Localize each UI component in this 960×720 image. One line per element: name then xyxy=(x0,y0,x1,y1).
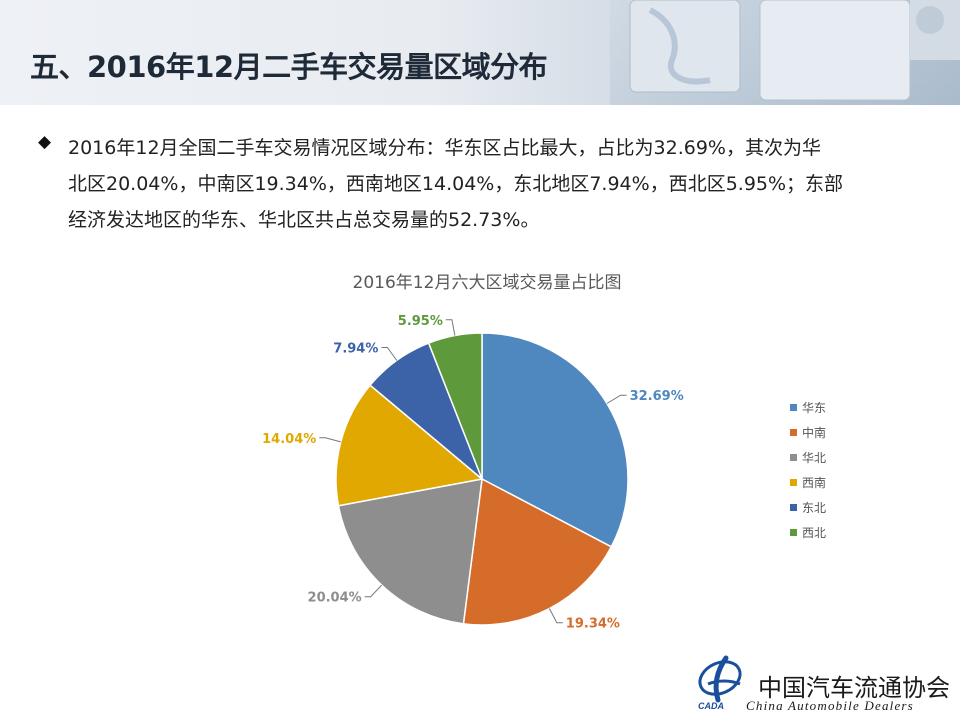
cada-logo-icon xyxy=(698,655,742,703)
org-logo: CADA 中国汽车流通协会 China Automobile Dealers xyxy=(688,652,958,716)
data-label: 7.94% xyxy=(333,342,378,357)
diamond-bullet-icon: ◆ xyxy=(38,132,52,152)
legend-item: 中南 xyxy=(790,420,826,445)
summary-line: 北区20.04%，中南区19.34%，西南地区14.04%，东北地区7.94%，… xyxy=(68,173,844,195)
legend-swatch xyxy=(790,504,797,511)
page-title: 五、2016年12月二手车交易量区域分布 xyxy=(30,50,548,84)
summary-text: 2016年12月全国二手车交易情况区域分布：华东区占比最大，占比为32.69%，… xyxy=(68,130,928,238)
logo-abbr: CADA xyxy=(698,701,724,711)
data-label-leader xyxy=(364,584,383,598)
legend-swatch xyxy=(790,479,797,486)
org-name-en: China Automobile Dealers xyxy=(746,698,914,713)
legend-label: 西北 xyxy=(802,526,827,540)
pie-slice-4 xyxy=(335,384,484,507)
legend-label: 华东 xyxy=(802,401,827,415)
legend-swatch xyxy=(790,429,797,436)
summary-line: 经济发达地区的华东、华北区共占总交易量的52.73%。 xyxy=(68,209,540,231)
data-label: 20.04% xyxy=(308,591,362,606)
pie-slice-6 xyxy=(427,332,483,480)
legend-label: 中南 xyxy=(802,426,827,440)
pie-chart: 2016年12月六大区域交易量占比图 32.69% 19.34% 20.04% 14.… xyxy=(262,273,684,632)
data-label: 19.34% xyxy=(566,617,620,632)
data-label: 32.69% xyxy=(630,389,684,404)
legend-label: 西南 xyxy=(802,476,827,490)
legend-item: 西南 xyxy=(790,470,826,495)
data-label-leader xyxy=(445,319,456,336)
data-label-leader xyxy=(319,437,341,443)
summary-line: 2016年12月全国二手车交易情况区域分布：华东区占比最大，占比为32.69%，… xyxy=(68,137,821,159)
legend-label: 华北 xyxy=(802,451,827,465)
legend-item: 西北 xyxy=(790,520,826,545)
legend-swatch xyxy=(790,529,797,536)
legend-swatch xyxy=(790,404,797,411)
slide-header: 五、2016年12月二手车交易量区域分布 xyxy=(0,0,960,105)
data-label-leader xyxy=(606,394,627,404)
legend-label: 东北 xyxy=(802,501,827,515)
legend-item: 东北 xyxy=(790,495,826,520)
org-name-cn: 中国汽车流通协会 xyxy=(758,674,950,702)
data-label: 5.95% xyxy=(398,314,443,329)
legend-item: 华东 xyxy=(790,395,826,420)
legend-swatch xyxy=(790,454,797,461)
chart-legend: 华东中南华北西南东北西北 xyxy=(790,395,826,545)
legend-item: 华北 xyxy=(790,445,826,470)
data-label: 14.04% xyxy=(262,432,316,447)
header-decoration xyxy=(610,0,960,105)
data-label-leader xyxy=(548,608,563,624)
chart-title: 2016年12月六大区域交易量占比图 xyxy=(353,273,622,293)
data-label-leader xyxy=(381,347,398,361)
pie-slice-3 xyxy=(337,478,483,625)
